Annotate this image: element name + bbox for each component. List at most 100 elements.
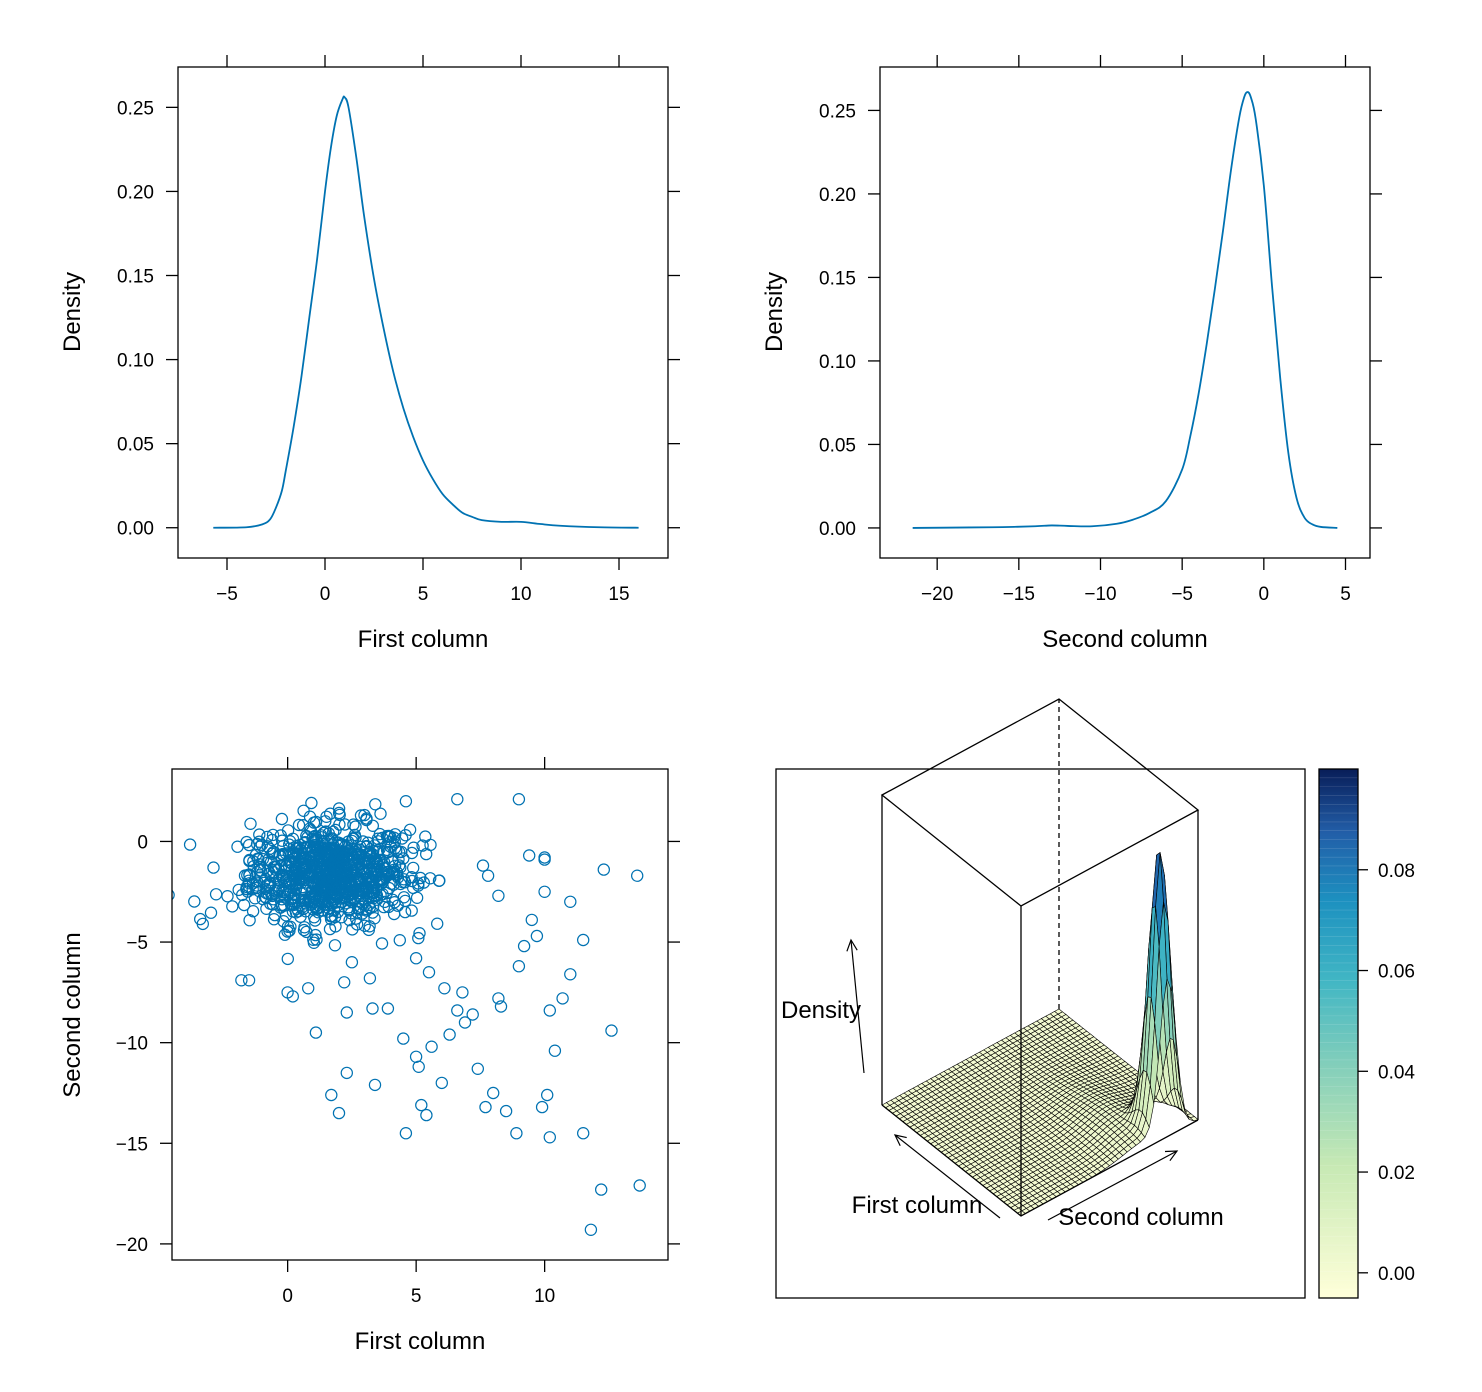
- scatter-point: [412, 879, 425, 892]
- p2-xtick-label: −15: [1003, 584, 1035, 605]
- p1-xtick-label: 0: [320, 584, 331, 605]
- p2-ytick-label: 0.15: [819, 268, 856, 289]
- scatter-point: [244, 817, 257, 831]
- panel-1-ticks: [166, 55, 680, 570]
- scatter-point: [330, 886, 343, 900]
- colorkey: 0.00 0.02 0.04 0.06 0.08: [1318, 768, 1415, 1299]
- scatter-point: [318, 872, 332, 885]
- p1-xtick-label: 10: [510, 584, 531, 605]
- p3-xtick-label: 5: [411, 1286, 422, 1307]
- scatter-point: [273, 848, 286, 862]
- scatter-point: [499, 1104, 513, 1118]
- scatter-point: [309, 928, 322, 942]
- scatter-point: [577, 933, 590, 947]
- panel-2-frame: [879, 66, 1371, 559]
- scatter-point: [378, 868, 391, 881]
- scatter-point: [305, 796, 318, 810]
- scatter-point: [296, 819, 310, 832]
- p1-xtick-label: 15: [608, 584, 629, 605]
- panel-2-curve-group: [912, 91, 1338, 529]
- p3-ytick-label: −15: [116, 1134, 148, 1155]
- scatter-point: [308, 892, 321, 906]
- scatter-point: [314, 890, 327, 903]
- scatter-point: [328, 862, 342, 876]
- scatter-point: [278, 928, 292, 941]
- scatter-point: [366, 819, 379, 833]
- scatter-point: [381, 1002, 395, 1015]
- scatter-point: [350, 859, 364, 873]
- scatter-point: [548, 1044, 562, 1057]
- panel-1-curve-group: [213, 95, 639, 529]
- scatter-point: [407, 861, 420, 875]
- scatter-point: [270, 885, 283, 898]
- scatter-point: [466, 1008, 479, 1021]
- scatter-point: [492, 992, 505, 1005]
- p3-ytick-label: −20: [116, 1235, 148, 1256]
- scatter-point: [412, 931, 425, 945]
- scatter-point: [451, 1004, 464, 1017]
- p2-xtick-label: 0: [1259, 584, 1270, 605]
- scatter-panel: 0 5 10 0 −5 −10 −15 −20 First column Second co…: [59, 757, 680, 1355]
- colorkey-tick-label: 0.06: [1378, 962, 1415, 983]
- p2-ytick-label: 0.10: [819, 352, 856, 373]
- scatter-point: [319, 815, 332, 828]
- scatter-point: [172, 889, 175, 901]
- scatter-point: [525, 913, 539, 927]
- scatter-point: [425, 1040, 438, 1053]
- scatter-point: [366, 1002, 379, 1015]
- scatter-point: [431, 917, 444, 930]
- scatter-point: [346, 832, 359, 846]
- panel-3-x-tick-labels: 0 5 10: [282, 1286, 555, 1307]
- scatter-point: [369, 798, 382, 811]
- p3-ytick-label: −5: [126, 933, 148, 954]
- p1-ytick-label: 0.10: [117, 351, 154, 372]
- scatter-point: [363, 972, 377, 985]
- scatter-point: [370, 893, 384, 906]
- p2-xtick-label: −10: [1084, 584, 1116, 605]
- scatter-point: [360, 813, 373, 827]
- scatter-point: [412, 1060, 425, 1074]
- scatter-point: [243, 914, 256, 927]
- scatter-point: [517, 939, 531, 953]
- panel-2-ticks: [868, 55, 1382, 570]
- scatter-point: [309, 1026, 323, 1039]
- scatter-point: [481, 869, 495, 882]
- scatter-point: [368, 856, 381, 869]
- scatter-point: [409, 1050, 423, 1064]
- scatter-point: [492, 889, 505, 903]
- p2-ytick-label: 0.00: [819, 519, 856, 540]
- scatter-point: [347, 818, 360, 831]
- scatter-point: [399, 1126, 413, 1140]
- scatter-point: [343, 913, 356, 927]
- scatter-point: [388, 835, 401, 849]
- colorkey-ticks: 0.00 0.02 0.04 0.06 0.08: [1358, 861, 1415, 1285]
- scatter-point: [307, 936, 321, 950]
- scatter-point: [338, 976, 351, 989]
- scatter-point: [346, 923, 359, 936]
- scatter-point: [325, 832, 338, 845]
- scatter-point: [284, 854, 297, 867]
- scatter-point: [419, 830, 432, 843]
- scatter-point: [295, 873, 308, 886]
- density-curve-second-column: [912, 91, 1338, 529]
- z-axis-arrow: [850, 939, 865, 1074]
- scatter-point: [451, 793, 464, 806]
- panel-1-frame: [177, 66, 669, 559]
- scatter-point: [382, 868, 396, 881]
- box-top-face: [880, 698, 1200, 907]
- scatter-point: [358, 919, 371, 933]
- p1-ytick-label: 0.25: [117, 98, 154, 119]
- scatter-point: [405, 874, 419, 888]
- scatter-point: [204, 906, 218, 919]
- scatter-point: [414, 871, 427, 885]
- y-axis-arrow: [1047, 1150, 1178, 1221]
- scatter-point: [296, 902, 310, 916]
- scatter-point: [304, 840, 317, 854]
- scatter-point: [535, 1100, 549, 1114]
- scatter-point: [266, 833, 279, 847]
- scatter-point: [308, 889, 321, 903]
- scatter-point: [281, 824, 295, 837]
- scatter-point: [237, 898, 251, 912]
- scatter-point: [269, 860, 282, 873]
- colorkey-tick-label: 0.08: [1378, 861, 1415, 882]
